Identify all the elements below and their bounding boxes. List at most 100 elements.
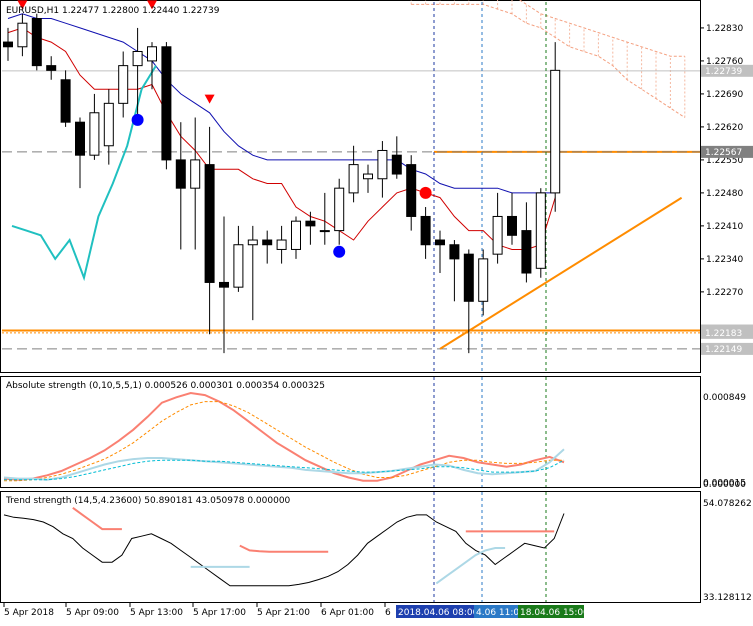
indicator-line <box>3 448 565 481</box>
candle-body-bear <box>391 154 402 175</box>
candle <box>319 192 330 245</box>
candle <box>550 42 561 212</box>
candle-body-bull <box>103 102 114 147</box>
candle <box>103 89 114 165</box>
candle <box>535 188 546 278</box>
candle-body-bull <box>319 230 330 233</box>
y-tick-label: 1.22690 <box>706 90 743 100</box>
candle <box>161 42 172 170</box>
candle <box>420 207 431 259</box>
absolute-strength-panel[interactable] <box>0 376 701 488</box>
y-tick-label: 1.22620 <box>706 123 743 133</box>
candle-body-bull <box>363 173 373 180</box>
price-label-bg <box>701 342 753 355</box>
time-badge-label: 2018.04.06 08:00 <box>398 608 479 618</box>
y-tick-label: 1.22270 <box>706 288 743 298</box>
candle <box>406 155 417 231</box>
signal-dot <box>419 186 432 199</box>
candle-body-bull <box>190 159 201 189</box>
x-tick-label: 5 Apr 13:00 <box>130 608 183 618</box>
x-tick-label: 6 <box>385 608 391 618</box>
candle-body-bear <box>60 79 71 123</box>
candle <box>334 178 345 245</box>
price-label: 1.22567 <box>705 148 742 158</box>
signal-dot <box>333 245 346 258</box>
y-tick-label: 1.22550 <box>706 156 743 166</box>
candle-body-bull <box>17 22 28 48</box>
candle-body-bull <box>478 258 489 302</box>
time-badge-label: 18.04.06 15:00 <box>520 608 589 618</box>
candle-body-bull <box>348 164 359 194</box>
indicator-line <box>4 401 564 482</box>
candle <box>89 93 100 160</box>
x-tick-label: 5 Apr 17:00 <box>193 608 246 618</box>
candle <box>17 13 28 57</box>
indicator-line <box>3 513 565 587</box>
indicator-line <box>72 506 122 531</box>
candle-body-bear <box>175 159 186 189</box>
candle-body-bear <box>161 46 172 161</box>
x-tick-label: 6 Apr 01:00 <box>321 608 374 618</box>
indicator-tick-label: 54.078262 <box>703 499 752 509</box>
candle-body-bear <box>31 17 42 67</box>
candle-body-bull <box>291 220 301 250</box>
x-tick-label: 5 Apr 09:00 <box>66 608 119 618</box>
candle <box>291 216 301 259</box>
candle-body-bear <box>449 244 460 260</box>
y-tick-label: 1.22410 <box>706 222 743 232</box>
candle-body-bear <box>463 253 474 302</box>
candle <box>233 225 244 292</box>
candle-body-bear <box>521 230 532 274</box>
time-badge-label: 4.06 11:00 <box>476 608 525 618</box>
candle <box>147 42 157 90</box>
y-tick-label: 1.22760 <box>706 57 743 67</box>
candle <box>276 225 287 264</box>
x-tick-label: 5 Apr 21:00 <box>257 608 310 618</box>
price-label-bg <box>701 326 753 339</box>
candle-body-bear <box>262 239 273 246</box>
candle <box>377 141 388 198</box>
candle <box>46 56 57 80</box>
candle-body-bull <box>247 239 258 246</box>
candle <box>305 211 316 245</box>
candle <box>449 240 460 302</box>
candle-body-bull <box>377 149 388 180</box>
signal-dot <box>131 113 144 126</box>
candle <box>391 136 402 179</box>
indicator-line <box>4 459 565 481</box>
candle <box>75 117 85 189</box>
y-tick-label: 1.22480 <box>706 189 743 199</box>
senkou-span-b <box>518 0 685 57</box>
time-badge-bg <box>474 605 518 618</box>
candle <box>507 192 517 245</box>
trend-strength-panel[interactable] <box>0 491 701 603</box>
candle-body-bull <box>89 112 100 156</box>
candle-body-bear <box>435 239 445 246</box>
candle <box>3 27 13 61</box>
price-label-bg <box>701 64 753 77</box>
y-tick-label: 1.22830 <box>706 24 743 34</box>
price-label: 1.22183 <box>705 329 742 339</box>
absolute-strength-title: Absolute strength (0,10,5,5,1) 0.000526 … <box>6 381 325 391</box>
candle-body-bear <box>420 215 431 246</box>
senkou-span-a <box>411 3 686 118</box>
price-label: 1.22149 <box>705 345 742 355</box>
candle <box>132 27 143 123</box>
candle <box>219 216 229 354</box>
indicator-tick-label: 0.000015 <box>703 478 746 488</box>
candle <box>31 13 42 71</box>
candle-body-bear <box>46 65 57 71</box>
candle <box>478 249 489 316</box>
time-badge-bg <box>518 605 584 618</box>
candle <box>348 145 359 203</box>
candle-body-bear <box>507 215 517 236</box>
candle-body-bear <box>305 220 316 227</box>
candle <box>492 192 503 264</box>
tenkan-sen-line <box>7 27 556 250</box>
trendline <box>439 196 683 350</box>
candle-body-bull <box>334 187 345 232</box>
x-tick-label: 5 Apr 2018 <box>4 608 54 618</box>
candle-body-bull <box>535 192 546 269</box>
